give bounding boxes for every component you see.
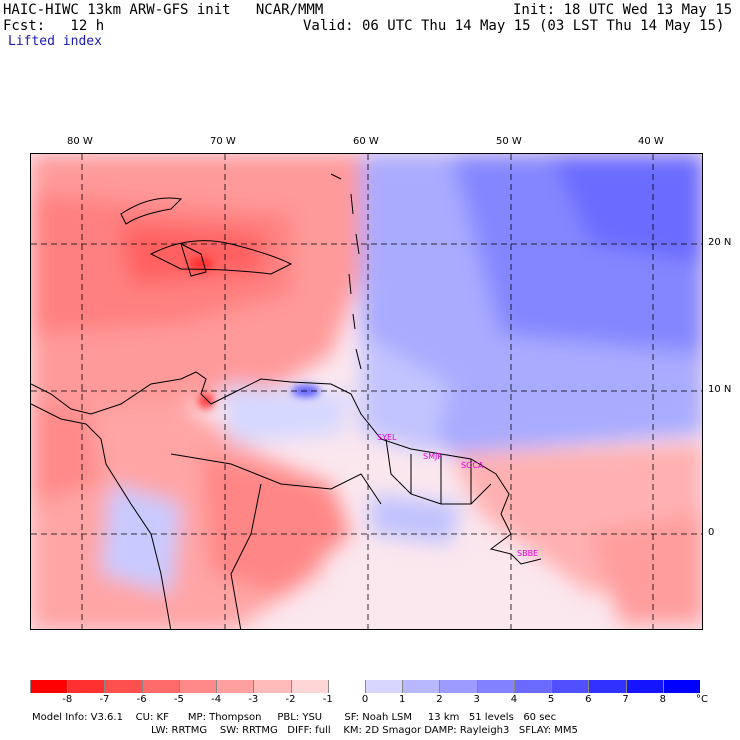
- lon-label-70w: 70 W: [210, 136, 236, 147]
- colorbar-cell: [625, 680, 663, 693]
- colorbar-tick-label: 0: [361, 694, 369, 705]
- colorbar-tick-label: -6: [136, 694, 147, 705]
- colorbar-tick-label: 5: [547, 694, 555, 705]
- coastlines: [31, 173, 542, 629]
- lat-label-10n: 10 N: [708, 384, 732, 395]
- colorbar-tick-label: 1: [399, 694, 406, 705]
- lon-label-60w: 60 W: [353, 136, 379, 147]
- lon-label-50w: 50 W: [496, 136, 522, 147]
- colorbar-cell: [513, 680, 552, 693]
- colorbar-unit: °C: [696, 694, 708, 705]
- lon-label-40w: 40 W: [638, 136, 664, 147]
- colorbar-cell: [290, 680, 328, 693]
- colorbar-cell: [662, 680, 700, 693]
- colorbar-tick-label: -8: [62, 694, 73, 705]
- model-title: HAIC-HIWC 13km ARW-GFS init NCAR/MMM: [3, 2, 324, 18]
- model-info-line1: Model Info: V3.6.1 CU: KF MP: Thompson P…: [32, 712, 557, 723]
- colorbar-tick-label: -7: [99, 694, 110, 705]
- colorbar-cell: [253, 680, 291, 693]
- lon-label-80w: 80 W: [67, 136, 93, 147]
- city-smjp: SMJP: [423, 452, 442, 461]
- colorbar-cell: [216, 680, 254, 693]
- city-sbbe: SBBE: [517, 549, 538, 558]
- colorbar-cell: [67, 680, 105, 693]
- lifted-index-map: SYEL SMJP SOCA SBBE: [30, 153, 703, 630]
- forecast-hour: Fcst: 12 h: [3, 18, 105, 34]
- colorbar-cell: [104, 680, 142, 693]
- colorbar-cell: [402, 680, 440, 693]
- field-name: Lifted index: [8, 34, 102, 49]
- colorbar-tick-label: 6: [585, 694, 592, 705]
- valid-time: Valid: 06 UTC Thu 14 May 15 (03 LST Thu …: [303, 18, 725, 34]
- colorbar-tick-label: 8: [659, 694, 666, 705]
- colorbar-cell: [178, 680, 217, 693]
- colorbar-cell: [551, 680, 589, 693]
- init-time: Init: 18 UTC Wed 13 May 15: [513, 2, 733, 18]
- colorbar-cell: [439, 680, 477, 693]
- lat-label-20n: 20 N: [708, 237, 732, 248]
- colorbar-cell: [365, 680, 403, 693]
- colorbar-cell: [588, 680, 626, 693]
- city-syel: SYEL: [377, 433, 397, 442]
- map-canvas: SYEL SMJP SOCA SBBE: [31, 154, 702, 629]
- colorbar-tick-label: 2: [436, 694, 443, 705]
- colorbar-cell: [476, 680, 514, 693]
- colorbar-tick-label: -5: [173, 694, 184, 705]
- colorbar-tick-label: 4: [510, 694, 518, 705]
- colorbar-tick-label: 7: [622, 694, 629, 705]
- colorbar-cell: [141, 680, 179, 693]
- colorbar-tick-label: -2: [285, 694, 296, 705]
- colorbar-tick-label: -3: [248, 694, 259, 705]
- colorbar-cell: [327, 680, 365, 693]
- colorbar-tick-label: 3: [473, 694, 480, 705]
- colorbar: [30, 680, 700, 693]
- city-soca: SOCA: [461, 461, 484, 470]
- colorbar-cell: [30, 680, 68, 693]
- colorbar-tick-label: -1: [322, 694, 333, 705]
- colorbar-tick-label: -4: [211, 694, 222, 705]
- graticule: [31, 154, 702, 629]
- model-info-line2: LW: RRTMG SW: RRTMG DIFF: full KM: 2D Sm…: [151, 725, 578, 736]
- lat-label-0: 0: [708, 527, 715, 538]
